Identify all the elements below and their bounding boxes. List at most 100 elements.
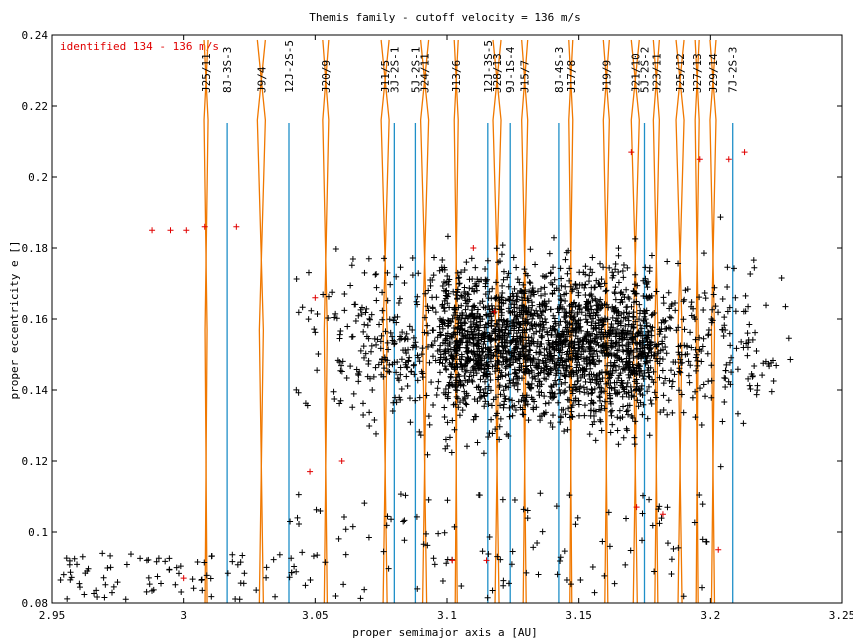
family-point (553, 381, 560, 388)
family-point (579, 343, 586, 350)
family-point (615, 279, 622, 286)
family-point (534, 338, 541, 345)
family-point (566, 321, 573, 328)
family-point (454, 329, 461, 336)
family-point (525, 337, 532, 344)
family-point (745, 375, 752, 382)
family-point (709, 317, 716, 324)
family-point (348, 333, 355, 340)
family-point (536, 392, 543, 399)
family-point (612, 284, 619, 291)
family-point (536, 360, 543, 367)
family-point (699, 536, 706, 543)
family-point (393, 273, 400, 280)
family-point (619, 342, 626, 349)
family-point (624, 330, 631, 337)
family-point (380, 548, 387, 555)
family-point (450, 401, 457, 408)
family-point (500, 387, 507, 394)
family-point (76, 580, 83, 587)
family-point (562, 283, 569, 290)
family-point (387, 329, 394, 336)
family-point (656, 374, 663, 381)
family-point (657, 355, 664, 362)
family-point (486, 288, 493, 295)
family-point (580, 269, 587, 276)
family-point (337, 328, 344, 335)
resonance-line (630, 39, 640, 604)
family-point (549, 423, 556, 430)
family-point (639, 510, 646, 517)
family-point (484, 257, 491, 264)
family-point (635, 352, 642, 359)
family-point (414, 377, 421, 384)
family-point (338, 368, 345, 375)
family-point (650, 352, 657, 359)
family-point (639, 537, 646, 544)
family-point (362, 309, 369, 316)
family-point (403, 330, 410, 337)
family-point (587, 412, 594, 419)
family-point (556, 386, 563, 393)
family-point (601, 572, 608, 579)
family-point (626, 374, 633, 381)
family-point (665, 289, 672, 296)
family-point (519, 341, 526, 348)
family-point (596, 376, 603, 383)
family-point (478, 362, 485, 369)
family-point (494, 553, 501, 560)
family-point (383, 522, 390, 529)
family-point (435, 378, 442, 385)
family-point (364, 322, 371, 329)
family-point (489, 363, 496, 370)
family-point (579, 371, 586, 378)
family-point (465, 392, 472, 399)
family-point (523, 355, 530, 362)
y-axis-label: proper eccentricity e [] (8, 241, 21, 400)
family-point (413, 298, 420, 305)
family-point (479, 348, 486, 355)
family-point (785, 335, 792, 342)
family-point (488, 302, 495, 309)
family-point (263, 574, 270, 581)
family-point (660, 300, 667, 307)
resonance-line (322, 39, 330, 604)
family-point (538, 285, 545, 292)
family-point (596, 357, 603, 364)
family-point (753, 347, 760, 354)
family-point (543, 366, 550, 373)
family-point (122, 596, 129, 603)
family-point (379, 316, 386, 323)
family-point (724, 308, 731, 315)
family-point (550, 312, 557, 319)
family-point (172, 581, 179, 588)
family-point (672, 359, 679, 366)
family-point (616, 335, 623, 342)
family-point (688, 299, 695, 306)
family-point (489, 330, 496, 337)
family-point (498, 251, 505, 258)
family-point (555, 322, 562, 329)
family-point (647, 397, 654, 404)
family-point (424, 330, 431, 337)
family-point (110, 583, 117, 590)
family-point (102, 581, 109, 588)
family-point (626, 402, 633, 409)
family-point (549, 389, 556, 396)
plot-frame (51, 34, 843, 604)
family-point (507, 380, 514, 387)
family-point (454, 387, 461, 394)
family-point (622, 366, 629, 373)
family-point (511, 354, 518, 361)
family-point (577, 383, 584, 390)
family-point (462, 297, 469, 304)
family-point (702, 393, 709, 400)
family-point (313, 506, 320, 513)
family-point (499, 282, 506, 289)
family-point (602, 344, 609, 351)
family-point (743, 340, 750, 347)
family-point (532, 376, 539, 383)
family-point (416, 428, 423, 435)
family-point (645, 383, 652, 390)
family-point (208, 593, 215, 600)
